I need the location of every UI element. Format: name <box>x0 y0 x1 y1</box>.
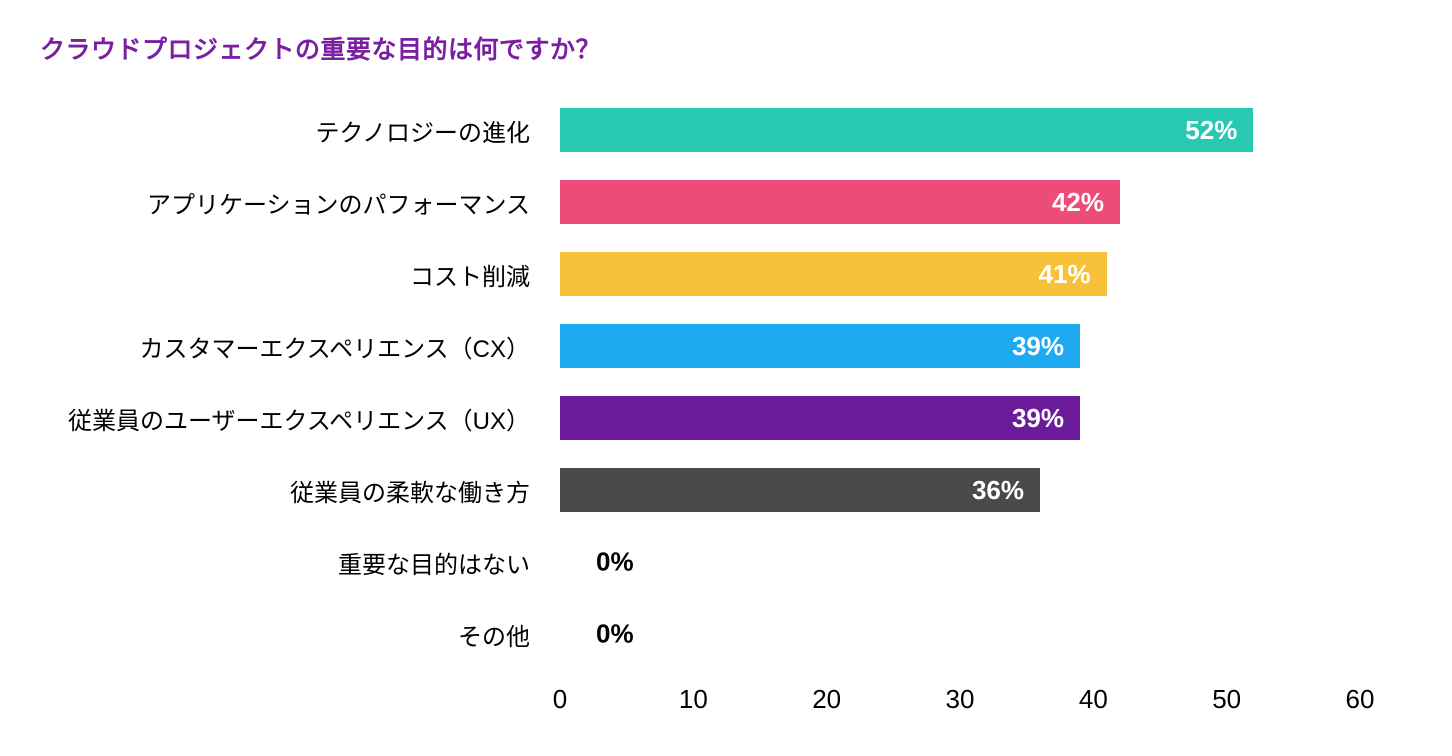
chart-container: クラウドプロジェクトの重要な目的は何ですか？ テクノロジーの進化 52% アプリケー… <box>40 30 1420 718</box>
bar-label: コスト削減 <box>40 257 560 292</box>
bar-row: 重要な目的はない 0% <box>40 526 1420 598</box>
bar-track: 52% <box>560 108 1360 152</box>
axis-tick: 50 <box>1212 684 1241 715</box>
bar-value: 0% <box>596 619 634 650</box>
chart-title: クラウドプロジェクトの重要な目的は何ですか？ <box>40 30 1420 66</box>
bar-value: 0% <box>596 547 634 578</box>
chart-body: テクノロジーの進化 52% アプリケーションのパフォーマンス 42% コスト削減 41% カ… <box>40 94 1420 670</box>
bar-label: 従業員のユーザーエクスペリエンス（UX） <box>40 401 560 436</box>
bar-value: 39% <box>1012 331 1064 362</box>
bar-fill: 42% <box>560 180 1120 224</box>
bar-label: アプリケーションのパフォーマンス <box>40 185 560 220</box>
bar-row: 従業員の柔軟な働き方 36% <box>40 454 1420 526</box>
axis-tick: 10 <box>679 684 708 715</box>
bar-label: テクノロジーの進化 <box>40 113 560 148</box>
bar-row: 従業員のユーザーエクスペリエンス（UX） 39% <box>40 382 1420 454</box>
bar-track: 39% <box>560 396 1360 440</box>
axis-tick: 40 <box>1079 684 1108 715</box>
bar-value: 39% <box>1012 403 1064 434</box>
bar-label: その他 <box>40 617 560 652</box>
bar-row: テクノロジーの進化 52% <box>40 94 1420 166</box>
bar-row: カスタマーエクスペリエンス（CX） 39% <box>40 310 1420 382</box>
bar-track: 36% <box>560 468 1360 512</box>
bar-fill: 52% <box>560 108 1253 152</box>
bar-track: 41% <box>560 252 1360 296</box>
bar-row: アプリケーションのパフォーマンス 42% <box>40 166 1420 238</box>
axis-tick: 20 <box>812 684 841 715</box>
axis-tick: 30 <box>946 684 975 715</box>
bar-label: カスタマーエクスペリエンス（CX） <box>40 329 560 364</box>
bar-track: 0% <box>560 612 1360 656</box>
bar-fill: 41% <box>560 252 1107 296</box>
bar-value: 41% <box>1039 259 1091 290</box>
bar-value: 52% <box>1185 115 1237 146</box>
x-axis: 0 10 20 30 40 50 60 <box>40 678 1420 718</box>
bar-track: 39% <box>560 324 1360 368</box>
bar-track: 42% <box>560 180 1360 224</box>
bar-row: その他 0% <box>40 598 1420 670</box>
bar-label: 従業員の柔軟な働き方 <box>40 473 560 508</box>
axis-spacer <box>40 678 560 718</box>
axis-tick: 0 <box>553 684 567 715</box>
bar-fill: 36% <box>560 468 1040 512</box>
bar-row: コスト削減 41% <box>40 238 1420 310</box>
bar-track: 0% <box>560 540 1360 584</box>
bar-fill: 39% <box>560 324 1080 368</box>
bar-value: 36% <box>972 475 1024 506</box>
axis-tick: 60 <box>1346 684 1375 715</box>
axis-ticks: 0102030405060 <box>560 678 1360 718</box>
bar-fill: 39% <box>560 396 1080 440</box>
bar-value: 42% <box>1052 187 1104 218</box>
bar-label: 重要な目的はない <box>40 545 560 580</box>
